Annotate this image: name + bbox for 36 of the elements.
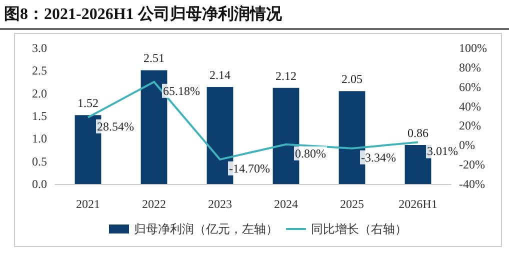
data-label: 65.18%	[163, 84, 200, 98]
data-label: 0.80%	[295, 146, 326, 160]
y-tick-label: 0.0	[32, 177, 47, 191]
data-label: 1.52	[78, 96, 98, 110]
data-label: 2.51	[144, 51, 164, 66]
data-label: -14.70%	[229, 161, 270, 176]
x-tick-label: 2024	[274, 197, 298, 211]
legend-label: 归母净利润（亿元，左轴）	[134, 222, 278, 236]
chart-title: 图8：2021-2026H1 公司归母净利润情况	[0, 0, 509, 30]
legend-label: 同比增长（右轴）	[311, 222, 407, 236]
y2-tick-label: 40%	[459, 99, 481, 114]
y-tick-label: 2.0	[32, 86, 47, 100]
x-tick-label: 2026H1	[398, 197, 438, 211]
data-label: 2.05	[342, 72, 362, 86]
y2-tick-label: -20%	[459, 158, 485, 172]
x-tick-label: 2025	[340, 197, 364, 211]
y2-tick-label: 100%	[459, 41, 487, 55]
y-tick-label: 2.5	[32, 64, 47, 78]
y2-tick-label: 60%	[459, 80, 481, 94]
x-tick-label: 2021	[76, 197, 100, 211]
y2-tick-label: 20%	[459, 118, 481, 133]
data-label: 28.54%	[97, 119, 134, 134]
x-tick-label: 2022	[142, 197, 166, 211]
y2-tick-label: 80%	[459, 60, 481, 74]
y-tick-label: 1.5	[32, 109, 47, 123]
data-label: 2.12	[276, 68, 296, 83]
y2-tick-label: -40%	[459, 177, 485, 191]
y-tick-label: 1.0	[32, 132, 47, 146]
y-tick-label: 3.0	[32, 41, 47, 55]
y-tick-label: 0.5	[32, 154, 47, 168]
data-label: -3.34%	[361, 150, 396, 164]
x-tick-label: 2023	[208, 197, 232, 211]
data-label: 0.86	[408, 126, 428, 140]
data-label: 3.01%	[427, 144, 458, 158]
data-label: 2.14	[210, 68, 230, 82]
y2-tick-label: 0%	[459, 138, 475, 152]
